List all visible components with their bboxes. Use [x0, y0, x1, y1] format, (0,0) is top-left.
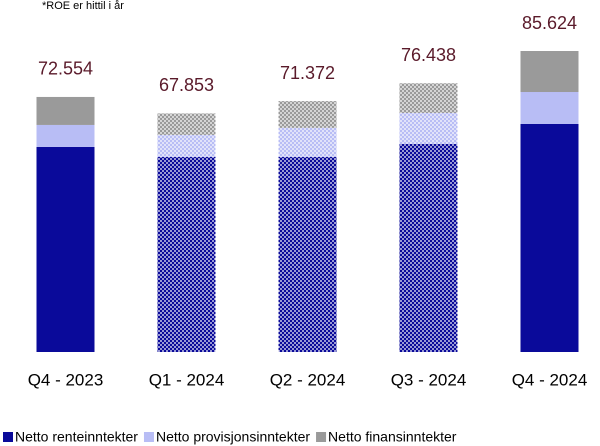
- bar-segment: [520, 92, 579, 124]
- bar-segment: [520, 51, 579, 93]
- bar-segment: [36, 146, 95, 352]
- total-label: 67.853: [159, 75, 214, 95]
- bar-segment: [399, 143, 458, 352]
- note: *ROE er hittil i år: [42, 0, 124, 12]
- legend-swatch: [143, 432, 154, 442]
- x-tick-label: Q4 - 2024: [512, 370, 588, 389]
- total-label: 71.372: [280, 63, 335, 83]
- bar-segment: [157, 134, 216, 157]
- bar-segment: [278, 127, 337, 157]
- x-tick-label: Q1 - 2024: [149, 370, 225, 389]
- legend-label: Netto finansinntekter: [328, 429, 457, 445]
- total-label: 76.438: [401, 45, 456, 65]
- x-tick-label: Q2 - 2024: [270, 370, 346, 389]
- x-tick-label: Q3 - 2024: [391, 370, 467, 389]
- bar-segment: [399, 112, 458, 144]
- bar-segment: [36, 96, 95, 125]
- bar-segment: [399, 83, 458, 113]
- bar-segment: [157, 113, 216, 135]
- bar-segment: [520, 123, 579, 352]
- legend-swatch: [316, 432, 327, 442]
- x-tick-label: Q4 - 2023: [28, 370, 104, 389]
- bar-segment: [36, 124, 95, 147]
- legend-swatch: [3, 432, 13, 442]
- bar-segment: [157, 156, 216, 352]
- bar-segment: [278, 156, 337, 352]
- legend-label: Netto provisjonsinntekter: [156, 429, 310, 445]
- total-label: 72.554: [38, 59, 93, 79]
- bar-segment: [278, 101, 337, 128]
- total-label: 85.624: [522, 13, 577, 33]
- legend-label: Netto renteinntekter: [15, 429, 138, 445]
